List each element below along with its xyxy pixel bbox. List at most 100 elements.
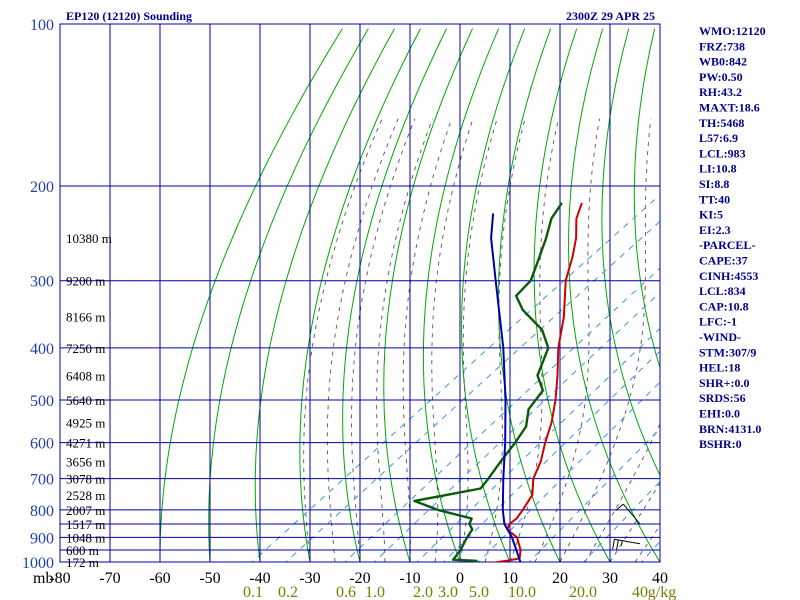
height-label: 10380 m bbox=[66, 231, 112, 246]
moist-adiabat bbox=[326, 118, 399, 562]
pressure-tick-label: 200 bbox=[30, 179, 54, 196]
index-value: LFC:-1 bbox=[699, 315, 737, 329]
dry-adiabat bbox=[254, 28, 395, 562]
dry-adiabat bbox=[568, 28, 660, 562]
mixing-ratio-line bbox=[582, 480, 660, 562]
height-labels: 10380 m 9200 m 8166 m 7250 m 6408 m 5640 m 492… bbox=[66, 231, 112, 570]
mixing-ratio-label: 0.6 bbox=[336, 584, 356, 600]
moist-adiabat bbox=[351, 118, 416, 562]
index-value: WB0:842 bbox=[699, 55, 747, 69]
dry-adiabat bbox=[299, 28, 421, 562]
height-label: 3656 m bbox=[66, 454, 105, 469]
temperature-profile bbox=[491, 202, 583, 562]
moist-adiabat bbox=[303, 118, 383, 562]
dewpoint-profile bbox=[413, 202, 563, 562]
wind-barb-flag bbox=[616, 539, 619, 550]
mixing-ratio-label: 0.2 bbox=[278, 584, 298, 600]
moist-adiabat bbox=[402, 118, 453, 562]
wind-barb-shaft bbox=[622, 503, 641, 525]
temperature-tick-labels: -80 -70 -60 -50 -40 -30 -20 -10 0 10 20 30 40 bbox=[49, 570, 668, 587]
height-label: 172 m bbox=[66, 555, 99, 570]
pressure-tick-label: 700 bbox=[30, 472, 54, 489]
index-value: CAP:10.8 bbox=[699, 299, 749, 313]
pressure-tick-label: 100 bbox=[30, 17, 54, 34]
index-value: RH:43.2 bbox=[699, 85, 742, 99]
mixing-ratio-label: 20.0 bbox=[569, 584, 597, 600]
temperature-tick-label: 30 bbox=[602, 570, 618, 587]
pressure-tick-label: 900 bbox=[30, 530, 54, 547]
index-value: L57:6.9 bbox=[699, 131, 738, 145]
moist-adiabat bbox=[376, 118, 433, 562]
index-value: MAXT:18.6 bbox=[699, 101, 760, 115]
temperature-tick-label: -10 bbox=[399, 570, 420, 587]
pressure-tick-labels: 100 200 300 400 500 600 700 800 900 1000 bbox=[22, 17, 54, 572]
temperature-tick-label: -30 bbox=[299, 570, 320, 587]
temperature-tick-label: -70 bbox=[99, 570, 120, 587]
index-value: TT:40 bbox=[699, 192, 730, 206]
index-value: KI:5 bbox=[699, 208, 723, 222]
temperature-tick-label: -60 bbox=[149, 570, 170, 587]
index-value: SI:8.8 bbox=[699, 177, 729, 191]
mixing-ratio-label: 40 bbox=[632, 584, 648, 600]
dry-adiabat bbox=[633, 28, 660, 370]
dry-adiabat bbox=[533, 28, 611, 562]
pressure-tick-label: 400 bbox=[30, 341, 54, 358]
index-value: LCL:983 bbox=[699, 146, 746, 160]
dry-adiabat bbox=[383, 28, 473, 562]
temperature-tick-label: 10 bbox=[502, 570, 518, 587]
grid-lines bbox=[59, 23, 661, 563]
mixing-ratio-label: 0.1 bbox=[243, 584, 263, 600]
height-label: 6408 m bbox=[66, 368, 105, 383]
plot-frame bbox=[59, 23, 661, 563]
pressure-tick-label: 1000 bbox=[22, 555, 54, 572]
index-value: HEL:18 bbox=[699, 361, 740, 375]
index-value: CAPE:37 bbox=[699, 254, 748, 268]
dry-adiabat bbox=[498, 28, 561, 562]
mixing-ratio-label: 10.0 bbox=[508, 584, 536, 600]
index-value: -PARCEL- bbox=[699, 238, 755, 252]
profile-series bbox=[413, 202, 583, 562]
temperature-tick-label: -20 bbox=[349, 570, 370, 587]
height-label: 2007 m bbox=[66, 503, 105, 518]
height-label: 7250 m bbox=[66, 341, 105, 356]
mixing-ratio-label: 5.0 bbox=[469, 584, 489, 600]
mixing-ratio-labels: 0.1 0.2 0.6 1.0 2.0 3.0 5.0 10.0 20.0 40 g/kg bbox=[243, 584, 676, 600]
index-value: LCL:834 bbox=[699, 284, 746, 298]
wind-barb-flag bbox=[612, 539, 615, 550]
dry-adiabat bbox=[208, 28, 369, 562]
wind-barbs bbox=[612, 503, 641, 550]
index-value: WMO:12120 bbox=[699, 24, 766, 38]
dry-adiabat bbox=[601, 28, 660, 477]
index-value: SRDS:56 bbox=[699, 391, 746, 405]
index-value: -WIND- bbox=[699, 330, 741, 344]
pressure-tick-label: 300 bbox=[30, 274, 54, 291]
moist-adiabat bbox=[431, 118, 474, 562]
chart-timestamp: 2300Z 29 APR 25 bbox=[566, 9, 655, 23]
temperature-tick-label: -40 bbox=[249, 570, 270, 587]
moist-adiabat bbox=[484, 118, 526, 562]
index-value: LI:10.8 bbox=[699, 162, 737, 176]
height-label: 9200 m bbox=[66, 274, 105, 289]
temperature-tick-label: -50 bbox=[199, 570, 220, 587]
chart-title: EP120 (12120) Sounding bbox=[66, 9, 192, 23]
dry-adiabat-lines bbox=[159, 28, 660, 562]
index-value: TH:5468 bbox=[699, 116, 744, 130]
index-value: CINH:4553 bbox=[699, 269, 758, 283]
height-label: 3078 m bbox=[66, 472, 105, 487]
temperature-tick-label: 40 bbox=[652, 570, 668, 587]
dry-adiabat bbox=[422, 28, 500, 562]
height-label: 600 m bbox=[66, 543, 99, 558]
dry-adiabat bbox=[461, 28, 526, 562]
mixing-ratio-line bbox=[373, 291, 660, 562]
moist-adiabat-lines bbox=[303, 118, 660, 562]
mixing-ratio-label: g/kg bbox=[648, 584, 676, 600]
mixing-ratio-line bbox=[442, 350, 660, 562]
pressure-tick-label: 500 bbox=[30, 393, 54, 410]
mixing-ratio-label: 3.0 bbox=[438, 584, 458, 600]
index-value: SHR+:0.0 bbox=[699, 376, 750, 390]
mixing-ratio-line bbox=[344, 267, 660, 562]
height-label: 2528 m bbox=[66, 488, 105, 503]
dry-adiabat bbox=[159, 28, 343, 562]
moist-adiabat bbox=[459, 118, 498, 562]
height-label: 8166 m bbox=[66, 310, 105, 325]
